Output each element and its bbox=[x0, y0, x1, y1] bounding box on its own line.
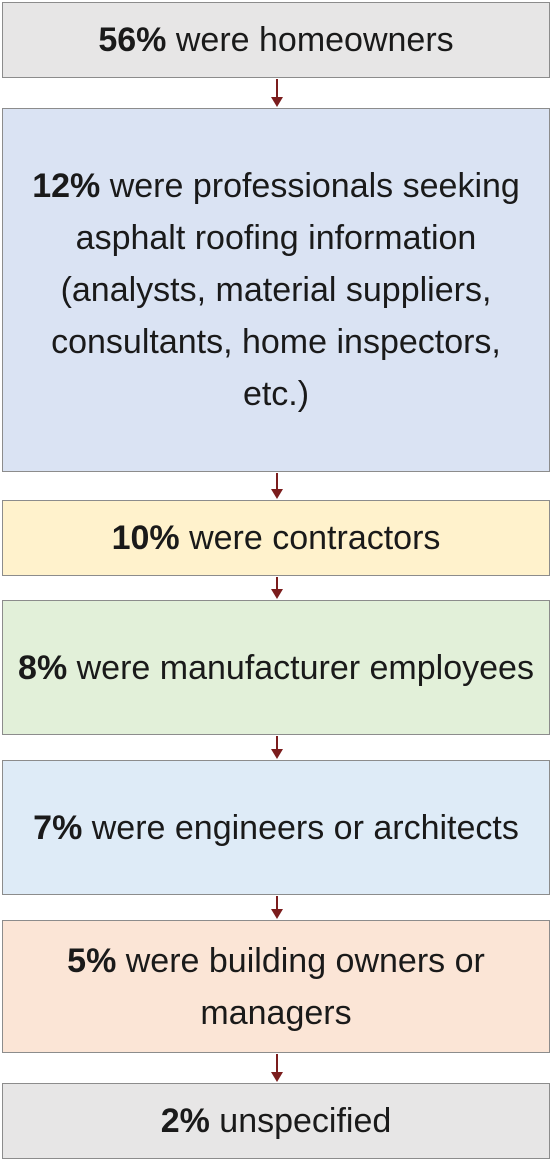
node-text: 12% were professionals seeking asphalt r… bbox=[17, 160, 535, 420]
arrow bbox=[271, 1054, 283, 1082]
node-text: 7% were engineers or architects bbox=[33, 802, 519, 854]
node-text: 2% unspecified bbox=[161, 1095, 392, 1147]
node: 12% were professionals seeking asphalt r… bbox=[2, 108, 550, 472]
node-text: 10% were contractors bbox=[112, 512, 441, 564]
node-percent: 7% bbox=[33, 808, 83, 847]
node: 2% unspecified bbox=[2, 1083, 550, 1159]
arrow bbox=[271, 79, 283, 107]
node-text: 8% were manufacturer employees bbox=[18, 642, 534, 694]
node: 8% were manufacturer employees bbox=[2, 600, 550, 735]
node-percent: 2% bbox=[160, 1102, 210, 1140]
node-text: 56% were homeowners bbox=[98, 14, 453, 66]
node-percent: 56% bbox=[98, 21, 167, 59]
node-label: were professionals seeking asphalt roofi… bbox=[51, 167, 520, 413]
arrow bbox=[271, 577, 283, 599]
node-label: were manufacturer employees bbox=[76, 648, 534, 687]
node-percent: 8% bbox=[18, 648, 68, 687]
node-label: were building owners or managers bbox=[125, 941, 485, 1032]
node-label: unspecified bbox=[219, 1102, 392, 1140]
node: 56% were homeowners bbox=[2, 2, 550, 78]
node-label: were contractors bbox=[189, 519, 441, 557]
node-percent: 12% bbox=[32, 167, 101, 205]
arrow bbox=[271, 736, 283, 759]
node-percent: 5% bbox=[67, 941, 117, 980]
arrow bbox=[271, 473, 283, 499]
node-label: were engineers or architects bbox=[91, 808, 519, 847]
node: 5% were building owners or managers bbox=[2, 920, 550, 1053]
node-label: were homeowners bbox=[175, 21, 454, 59]
node-percent: 10% bbox=[111, 519, 180, 557]
node: 10% were contractors bbox=[2, 500, 550, 576]
node: 7% were engineers or architects bbox=[2, 760, 550, 895]
node-text: 5% were building owners or managers bbox=[17, 935, 535, 1039]
arrow bbox=[271, 896, 283, 919]
